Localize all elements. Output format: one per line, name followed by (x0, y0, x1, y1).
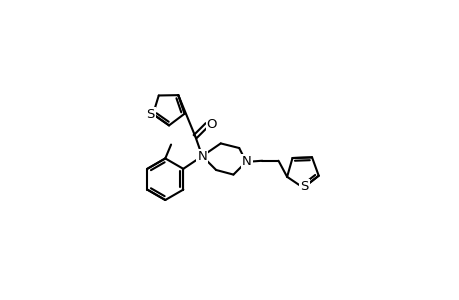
Text: N: N (197, 150, 207, 163)
Text: N: N (241, 155, 251, 168)
Text: S: S (146, 108, 155, 121)
Text: O: O (206, 118, 217, 131)
Text: S: S (300, 180, 308, 193)
